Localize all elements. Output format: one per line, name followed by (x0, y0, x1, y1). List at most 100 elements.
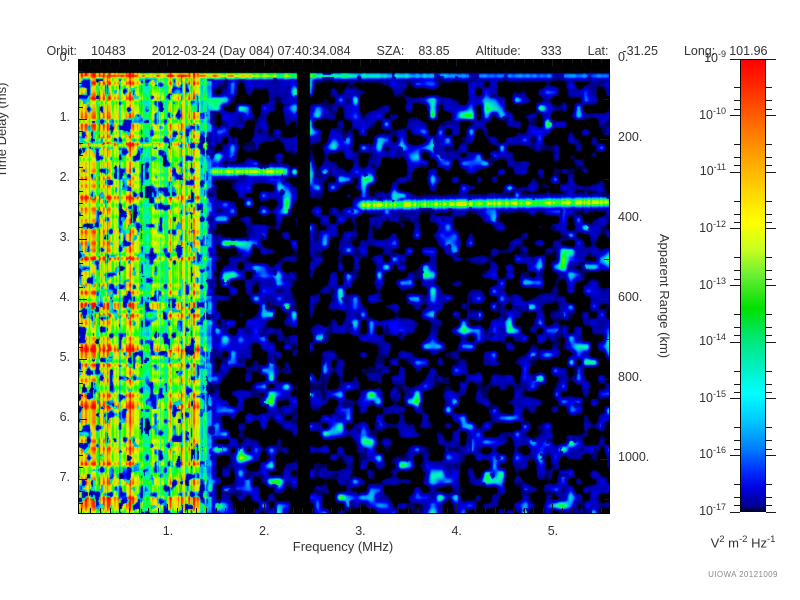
colorbar-tick-minor-right (766, 270, 772, 272)
spectrogram-canvas (79, 60, 609, 513)
colorbar-tick-minor-right (766, 370, 772, 372)
x-tick-minor-top (292, 59, 294, 63)
colorbar-tick-minor-left (734, 326, 740, 328)
colorbar-tick-minor-right (766, 87, 772, 89)
colorbar-tick-major-left (730, 285, 740, 286)
x-tick-minor-top (244, 59, 246, 63)
x-tick-major (359, 504, 361, 513)
y-tick-minor-left (78, 226, 83, 228)
colorbar-tick-minor-left (734, 335, 740, 337)
x-tick-minor-top (128, 59, 130, 63)
y-tick-minor-left (78, 406, 83, 408)
x-tick-minor-top (504, 59, 506, 63)
y-tick-minor-left (78, 394, 83, 396)
colorbar-tick-label: 10-13 (699, 275, 726, 292)
x-tick-minor (138, 508, 140, 513)
colorbar-tick-minor-left (734, 370, 740, 372)
x-tick-minor-top (379, 59, 381, 63)
x-tick-minor-top (590, 59, 592, 63)
colorbar-tick-major-right (766, 454, 776, 456)
x-tick-minor (254, 508, 256, 513)
colorbar-tick-minor-left (734, 87, 740, 89)
x-tick-minor-top (562, 59, 564, 63)
colorbar-tick-minor-left (734, 257, 740, 259)
x-tick-minor-top (581, 59, 583, 63)
x-tick-label: 1. (162, 524, 174, 538)
x-tick-minor-top (302, 59, 304, 63)
y-tick-label-right: 600. (618, 290, 643, 305)
y-tick-minor-left (78, 322, 83, 324)
colorbar-tick-major-left (730, 398, 740, 400)
y-tick-minor-left (78, 82, 83, 84)
y-tick-minor-left (78, 286, 83, 288)
x-tick-minor-top (311, 59, 313, 63)
x-tick-minor-top (542, 59, 544, 63)
y-tick-minor-left (78, 166, 83, 168)
x-tick-minor (446, 508, 448, 513)
orbit-value: 10483 (91, 44, 126, 58)
x-tick-minor-top (331, 59, 333, 63)
y-tick-label-left: 2. (59, 170, 70, 184)
x-tick-major-top (456, 59, 458, 66)
y-tick-minor-left (78, 430, 83, 432)
colorbar-tick-minor-right (766, 440, 772, 442)
y-axis-label-right: Apparent Range (km) (657, 233, 672, 359)
colorbar-tick-major-right (766, 398, 776, 400)
y-tick-major-right (600, 298, 609, 300)
colorbar-tick-minor-right (766, 335, 772, 337)
colorbar-tick-minor-left (734, 440, 740, 442)
x-tick-major (263, 504, 265, 513)
x-tick-minor (485, 508, 487, 513)
colorbar-tick-major-left (730, 171, 740, 173)
y-tick-minor-left (78, 454, 83, 456)
x-axis-label: Frequency (MHz) (292, 539, 394, 554)
colorbar-tick-label: 10-12 (699, 218, 726, 236)
latitude-value: -31.25 (622, 44, 658, 58)
y-tick-minor-left (78, 490, 83, 492)
colorbar-tick-label: 10-15 (699, 388, 726, 405)
colorbar-tick-label: 10-10 (699, 105, 726, 122)
x-tick-minor-top (186, 59, 188, 63)
x-tick-minor-top (90, 59, 92, 63)
colorbar-tick-major-left (730, 454, 740, 456)
colorbar-tick-minor-right (766, 326, 772, 328)
x-tick-minor (571, 508, 573, 513)
x-tick-minor (542, 508, 544, 513)
colorbar-tick-minor-left (734, 213, 740, 215)
colorbar-tick-minor-left (734, 144, 740, 146)
x-tick-minor (513, 508, 515, 513)
colorbar-tick-major-left (730, 341, 740, 343)
x-tick-minor-top (485, 59, 487, 63)
y-tick-minor-left (78, 214, 83, 216)
colorbar-tick-major-right (766, 115, 776, 117)
x-tick-minor-top (80, 59, 82, 63)
colorbar-tick-minor-left (734, 108, 740, 110)
y-tick-label-right: 800. (618, 370, 643, 385)
y-tick-minor-left (78, 346, 83, 348)
x-tick-minor (311, 508, 313, 513)
x-tick-minor (90, 508, 92, 513)
x-tick-minor (225, 508, 227, 513)
x-tick-minor-top (205, 59, 207, 63)
x-tick-minor (379, 508, 381, 513)
colorbar-tick-label: 10-11 (699, 162, 726, 179)
x-tick-minor (562, 508, 564, 513)
x-tick-minor (292, 508, 294, 513)
colorbar-tick-minor-right (766, 448, 772, 450)
colorbar-tick-label: 10-9 (704, 49, 726, 66)
x-tick-minor-top (600, 59, 602, 63)
colorbar-tick-major-left (730, 228, 740, 230)
orbit-label: Orbit: (46, 44, 77, 58)
y-tick-major-right (600, 138, 609, 140)
y-tick-label-right: 400. (618, 210, 643, 225)
x-tick-minor (196, 508, 198, 513)
x-tick-minor (80, 508, 82, 513)
x-tick-minor (215, 508, 217, 513)
colorbar-tick-major-left (730, 511, 740, 513)
altitude-label: Altitude: (475, 44, 521, 58)
y-tick-minor-right (604, 178, 609, 180)
colorbar-tick-minor-left (734, 391, 740, 393)
x-tick-minor (100, 508, 102, 513)
x-tick-label: 2. (259, 524, 270, 538)
y-tick-minor-left (78, 370, 83, 372)
